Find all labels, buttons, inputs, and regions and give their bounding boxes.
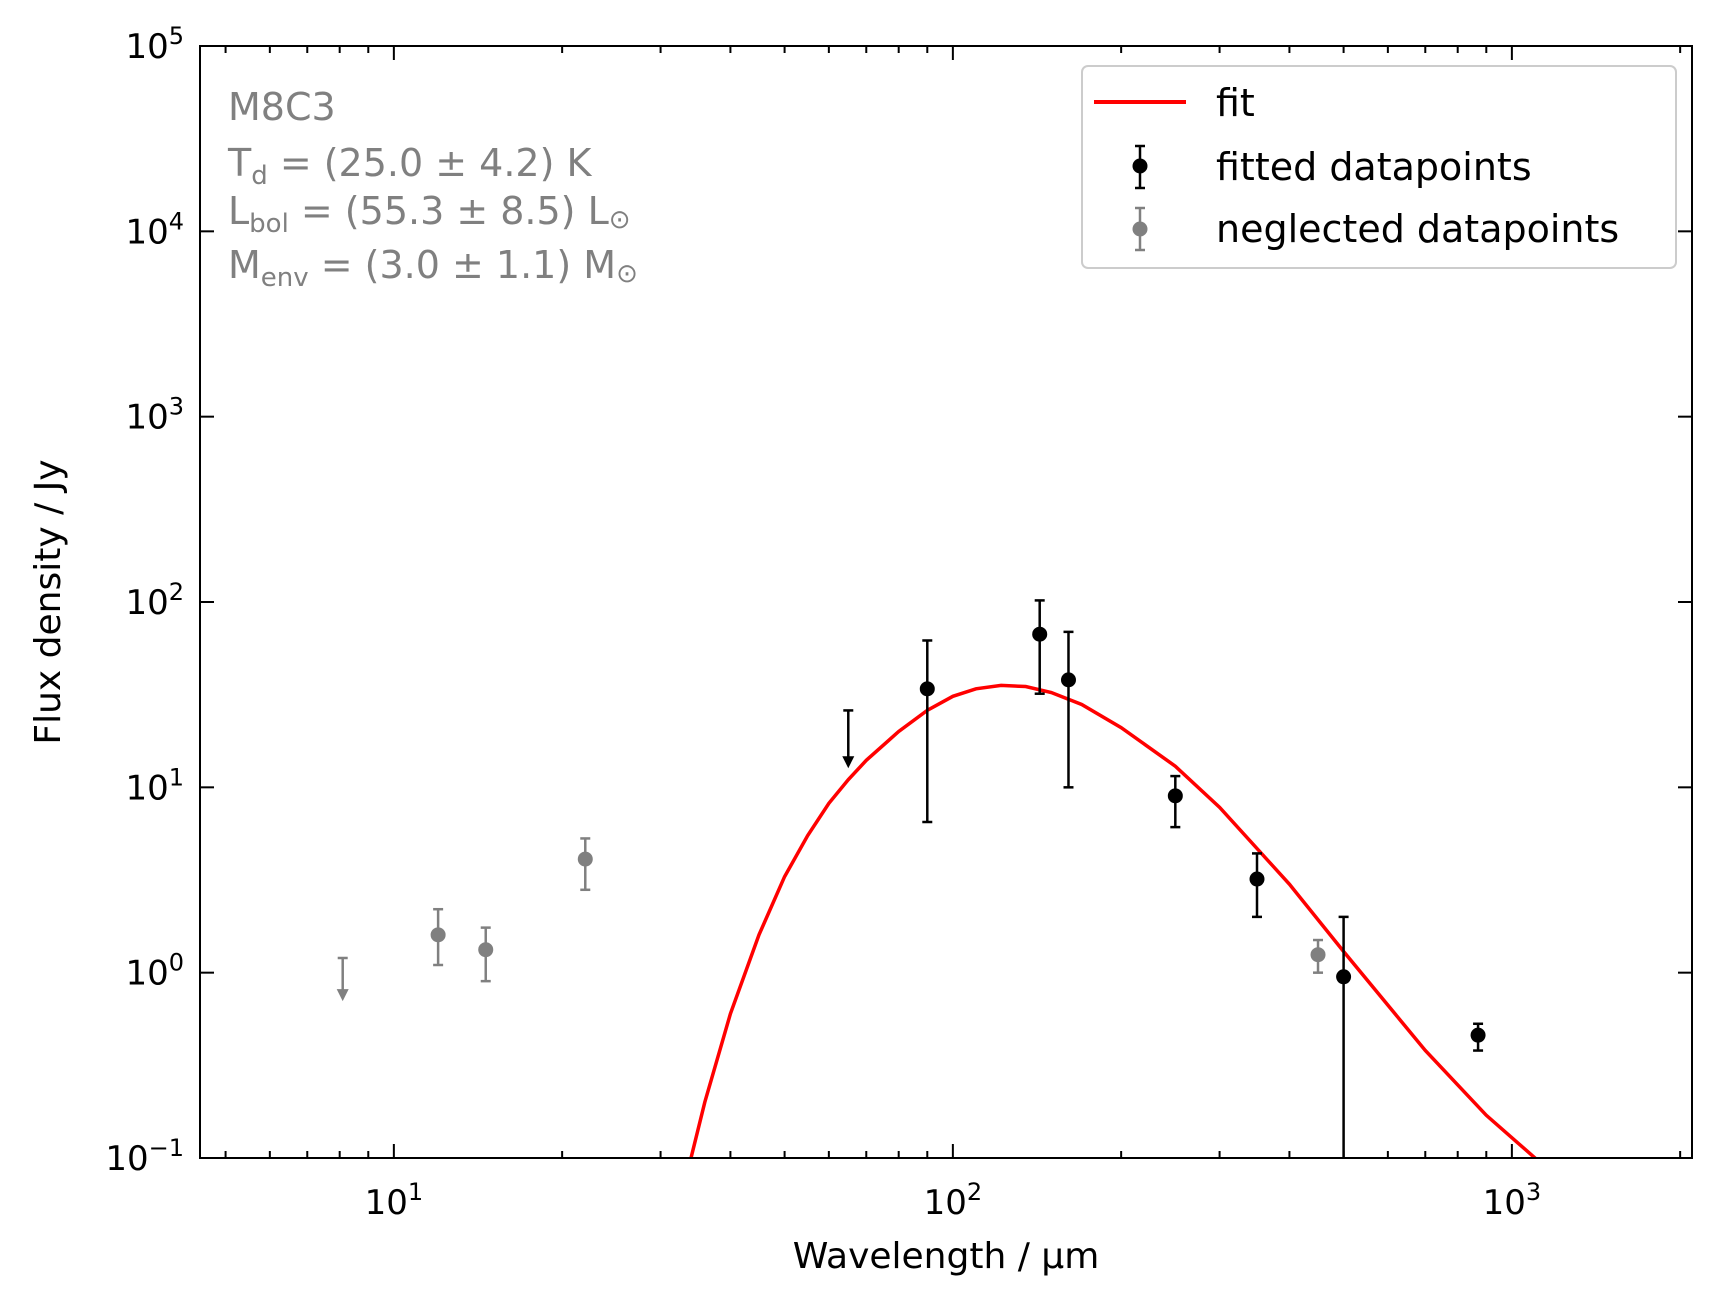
- legend-fit-label: fit: [1216, 81, 1255, 125]
- datapoint: [1249, 852, 1265, 919]
- marker: [1167, 788, 1183, 804]
- datapoint: [1470, 1022, 1486, 1052]
- dust-temperature: Td = (25.0 ± 4.2) K: [227, 141, 593, 191]
- marker: [1249, 871, 1265, 887]
- legend-neglected-label: neglected datapoints: [1216, 207, 1619, 251]
- legend-neglected-swatch: [1132, 206, 1148, 252]
- source-name: M8C3: [228, 85, 336, 129]
- marker: [577, 851, 593, 867]
- datapoints-layer: [336, 599, 1486, 1158]
- y-tick-label: 100: [125, 949, 184, 994]
- upper-limit: [336, 956, 349, 1002]
- marker: [1032, 626, 1048, 642]
- upper-limit-arrow: [336, 989, 349, 1002]
- upper-limit-arrow: [842, 756, 855, 769]
- fit-curve: [689, 683, 1538, 1158]
- y-tick-label: 102: [125, 578, 184, 623]
- y-tick-label: 10−1: [105, 1134, 184, 1179]
- x-tick-label: 103: [1483, 1178, 1542, 1223]
- marker: [1336, 969, 1352, 985]
- legend-fitted-swatch: [1132, 144, 1148, 190]
- y-tick-label: 101: [125, 763, 184, 808]
- datapoint: [577, 837, 593, 892]
- plot-frame: [199, 45, 1693, 1159]
- envelope-mass: Menv = (3.0 ± 1.1) M⊙: [228, 243, 638, 293]
- datapoint: [478, 926, 494, 983]
- marker: [1060, 672, 1076, 688]
- upper-limit: [842, 709, 855, 769]
- datapoint: [1060, 630, 1076, 789]
- x-tick-labels: 101 102 103: [365, 1178, 1542, 1223]
- legend-box: [1081, 65, 1677, 269]
- datapoint: [430, 907, 446, 967]
- marker: [1470, 1027, 1486, 1043]
- y-tick-label: 105: [125, 22, 184, 67]
- fit-layer: [689, 683, 1538, 1158]
- marker: [478, 942, 494, 958]
- marker: [919, 681, 935, 697]
- datapoint: [1167, 774, 1183, 829]
- marker: [1310, 947, 1326, 963]
- y-axis-label: Flux density / Jy: [28, 459, 69, 744]
- bolometric-luminosity: Lbol = (55.3 ± 8.5) L⊙: [228, 189, 631, 239]
- x-axis-label: Wavelength / μm: [793, 1236, 1100, 1277]
- y-tick-labels: 10−1 100 101 102 103 104 105: [105, 22, 184, 1179]
- x-tick-label: 102: [924, 1178, 983, 1223]
- marker: [430, 927, 446, 943]
- datapoint: [919, 639, 935, 824]
- fitted-series: [842, 599, 1486, 1158]
- legend: fit fitted datapoints neglected datapoin…: [1081, 65, 1677, 269]
- datapoint: [1032, 599, 1048, 695]
- datapoint: [1310, 938, 1326, 974]
- fit-annotation: M8C3 Td = (25.0 ± 4.2) K Lbol = (55.3 ± …: [227, 85, 638, 293]
- x-tick-label: 101: [365, 1178, 424, 1223]
- y-tick-label: 104: [125, 207, 184, 252]
- datapoint: [1336, 915, 1352, 1158]
- neglected-series: [336, 837, 1326, 1002]
- y-tick-label: 103: [125, 393, 184, 438]
- legend-fitted-label: fitted datapoints: [1216, 145, 1532, 189]
